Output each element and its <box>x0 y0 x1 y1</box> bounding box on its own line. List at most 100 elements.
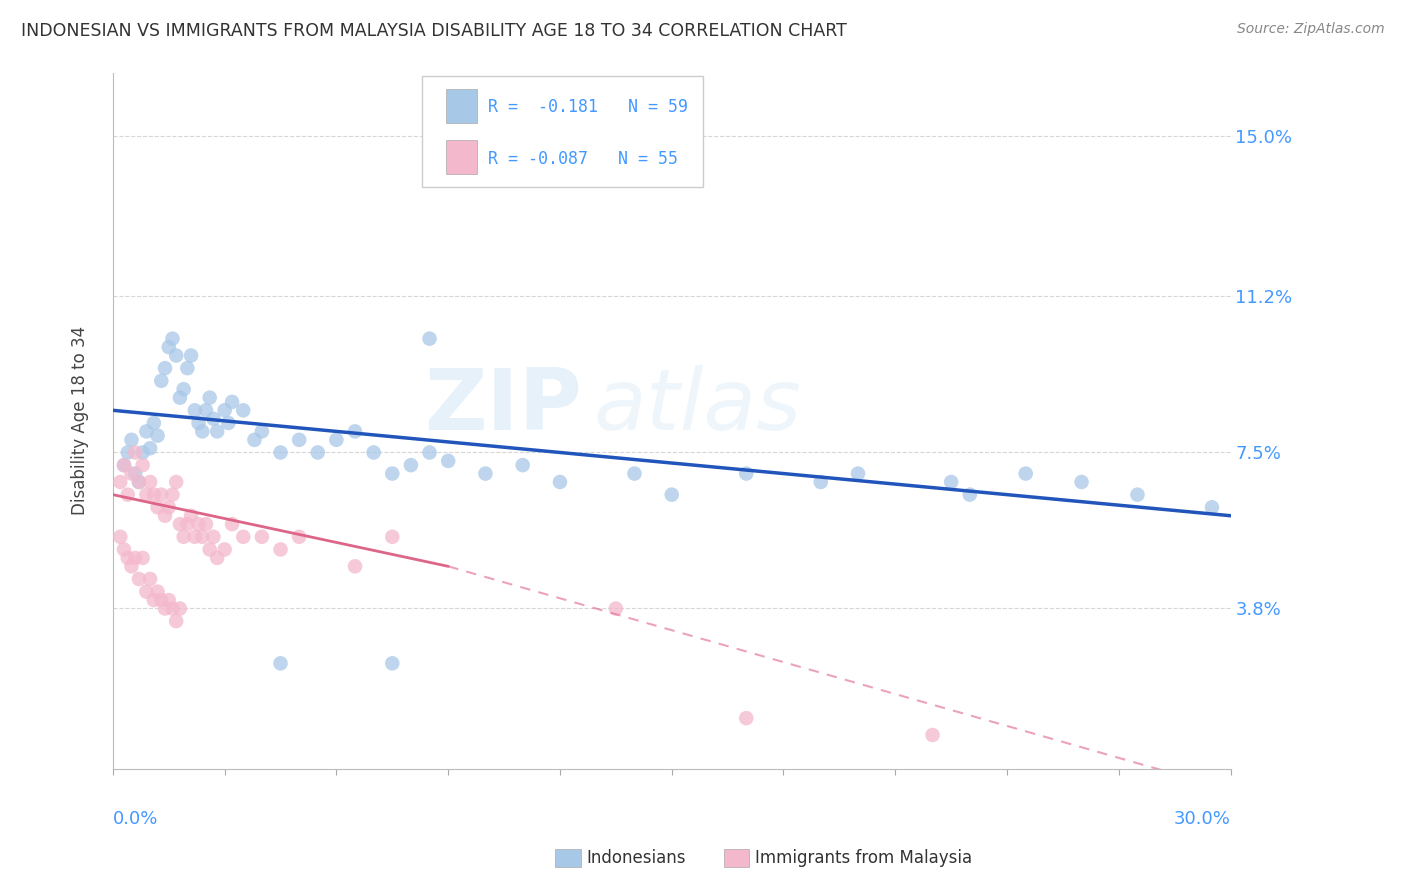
Point <box>169 601 191 615</box>
Point <box>139 442 162 456</box>
Point <box>124 550 146 565</box>
Point <box>198 542 221 557</box>
Point <box>195 517 218 532</box>
Point <box>169 391 191 405</box>
Point <box>121 433 143 447</box>
Point <box>623 467 645 481</box>
Point <box>146 584 169 599</box>
Point <box>153 508 176 523</box>
Point <box>157 593 180 607</box>
Point <box>121 467 143 481</box>
Point <box>202 530 225 544</box>
Point <box>232 403 254 417</box>
Point <box>250 425 273 439</box>
Point <box>150 593 173 607</box>
Point <box>135 584 157 599</box>
Point <box>146 428 169 442</box>
Point <box>110 475 132 489</box>
Point <box>135 488 157 502</box>
Text: 30.0%: 30.0% <box>1174 811 1230 829</box>
Point <box>221 517 243 532</box>
Point <box>124 445 146 459</box>
Point <box>735 711 758 725</box>
Point <box>110 530 132 544</box>
Point <box>150 374 173 388</box>
Point <box>307 445 329 459</box>
Point <box>202 411 225 425</box>
Point <box>270 542 292 557</box>
Text: Source: ZipAtlas.com: Source: ZipAtlas.com <box>1237 22 1385 37</box>
Point <box>810 475 832 489</box>
Text: atlas: atlas <box>593 366 801 449</box>
Point <box>243 433 266 447</box>
Point <box>121 559 143 574</box>
Point <box>512 458 534 472</box>
Point <box>198 391 221 405</box>
Point <box>162 332 184 346</box>
Point <box>605 601 627 615</box>
Point <box>135 425 157 439</box>
Point <box>221 395 243 409</box>
Point <box>180 508 202 523</box>
Text: R = -0.087   N = 55: R = -0.087 N = 55 <box>488 150 678 168</box>
Point <box>173 530 195 544</box>
Point <box>288 433 311 447</box>
Point <box>288 530 311 544</box>
Point <box>128 475 150 489</box>
Point <box>153 601 176 615</box>
Point <box>921 728 943 742</box>
Point <box>1070 475 1092 489</box>
Point <box>437 454 460 468</box>
Point <box>959 488 981 502</box>
Point <box>270 657 292 671</box>
Point <box>142 416 165 430</box>
Point <box>162 488 184 502</box>
Point <box>187 416 209 430</box>
Point <box>191 530 214 544</box>
Point <box>187 517 209 532</box>
Point <box>214 403 236 417</box>
Point <box>150 488 173 502</box>
Point <box>381 657 404 671</box>
Point <box>165 349 187 363</box>
Point <box>112 458 135 472</box>
Point <box>548 475 571 489</box>
Point <box>157 500 180 515</box>
Point <box>124 467 146 481</box>
Point <box>205 550 228 565</box>
Point <box>191 425 214 439</box>
Point <box>128 572 150 586</box>
Point <box>157 340 180 354</box>
Point <box>184 403 207 417</box>
Point <box>363 445 385 459</box>
Point <box>173 382 195 396</box>
Point <box>381 467 404 481</box>
Point <box>214 542 236 557</box>
Point <box>146 500 169 515</box>
Point <box>217 416 239 430</box>
Point <box>165 475 187 489</box>
Point <box>205 425 228 439</box>
Point <box>419 332 441 346</box>
Point <box>735 467 758 481</box>
Point <box>169 517 191 532</box>
Point <box>419 445 441 459</box>
Point <box>112 458 135 472</box>
Point <box>176 517 198 532</box>
Point <box>131 445 153 459</box>
Point <box>1201 500 1223 515</box>
Point <box>176 361 198 376</box>
Point <box>250 530 273 544</box>
Point <box>939 475 962 489</box>
Point <box>232 530 254 544</box>
Point <box>399 458 422 472</box>
Point <box>381 530 404 544</box>
Point <box>1014 467 1036 481</box>
Text: ZIP: ZIP <box>425 366 582 449</box>
Text: Immigrants from Malaysia: Immigrants from Malaysia <box>755 849 972 867</box>
Point <box>1126 488 1149 502</box>
Text: INDONESIAN VS IMMIGRANTS FROM MALAYSIA DISABILITY AGE 18 TO 34 CORRELATION CHART: INDONESIAN VS IMMIGRANTS FROM MALAYSIA D… <box>21 22 846 40</box>
Point <box>117 488 139 502</box>
Point <box>195 403 218 417</box>
Text: 0.0%: 0.0% <box>112 811 159 829</box>
